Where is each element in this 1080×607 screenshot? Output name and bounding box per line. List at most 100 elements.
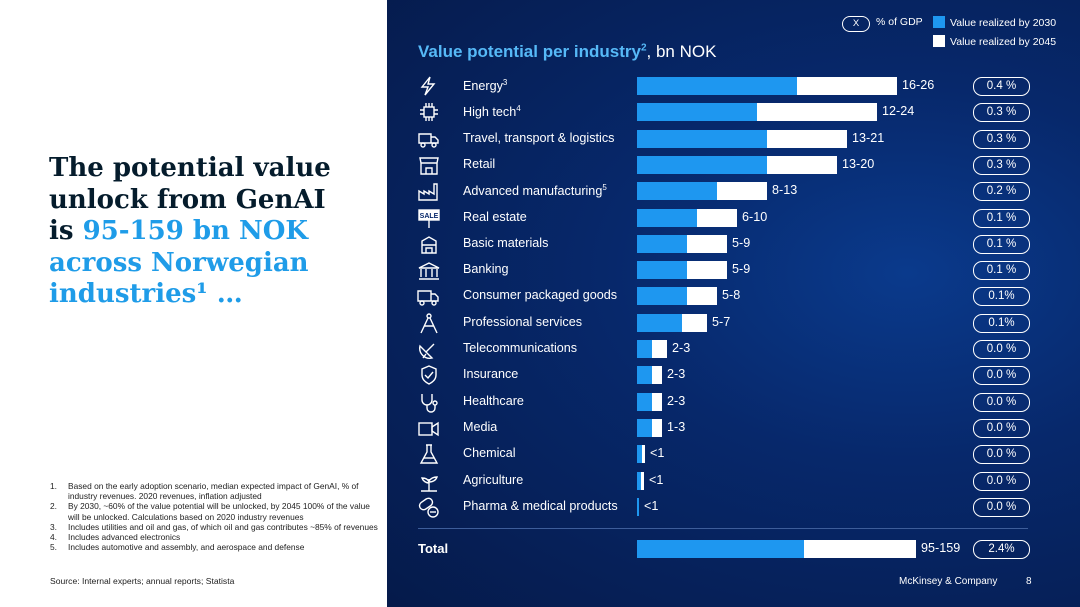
range-label: 2-3 (667, 393, 686, 408)
svg-text:SALE: SALE (420, 213, 439, 220)
page-number: 8 (1026, 576, 1032, 587)
footnote-number: 1. (50, 481, 57, 491)
footnote-text: Includes advanced electronics (68, 532, 181, 543)
range-label: <1 (644, 498, 659, 513)
bar-2030 (637, 103, 757, 122)
category-label: Retail (463, 156, 496, 171)
video-camera-icon (418, 421, 439, 437)
range-label: 8-13 (772, 183, 798, 198)
category-label: Basic materials (463, 235, 549, 250)
range-label: 5-8 (722, 288, 741, 303)
headline-text: The potential value unlock from GenAI is (49, 153, 331, 246)
factory-icon (418, 183, 438, 201)
bar-2030 (637, 155, 767, 174)
flask-icon (419, 444, 439, 464)
bar-2030 (637, 287, 687, 306)
bar-2030 (637, 445, 642, 464)
footnote-text: By 2030, ~60% of the value potential wil… (68, 501, 370, 522)
bar-2030 (637, 392, 652, 411)
category-label: Pharma & medical products (463, 498, 618, 513)
footnote-number: 4. (50, 532, 57, 543)
bar-2030 (637, 340, 652, 358)
bank-icon (418, 262, 440, 280)
footnote-number: 2. (50, 501, 57, 512)
gdp-share-badge: 0.1 % (973, 208, 1030, 228)
gdp-share-badge: 0.0 % (973, 340, 1030, 359)
gdp-share-badge: 0.2 % (973, 182, 1030, 202)
gdp-share-badge: 0.3 % (973, 155, 1030, 175)
chart-title-unit: , bn NOK (646, 42, 717, 61)
gdp-share-badge: 2.4% (973, 540, 1030, 559)
legend-item-2045: Value realized by 2045 (933, 35, 1056, 48)
category-label: Chemical (463, 446, 516, 461)
category-label: Travel, transport & logistics (463, 130, 615, 145)
left-panel: The potential value unlock from GenAI is… (0, 0, 387, 607)
gdp-share-badge: 0.1 % (973, 234, 1030, 254)
bar-2030 (637, 497, 639, 516)
gdp-share-badge: 0.1% (973, 287, 1030, 307)
gdp-share-badge: 0.3 % (973, 129, 1030, 149)
gdp-marker: X (842, 16, 870, 32)
truck-icon (418, 132, 439, 148)
footnote: 2. By 2030, ~60% of the value potential w… (50, 501, 380, 521)
range-label: 2-3 (667, 367, 686, 382)
range-label: <1 (649, 472, 664, 487)
footer-company: McKinsey & Company (899, 576, 998, 587)
headline-highlight: 95-159 bn NOK across Norwegian industrie… (49, 216, 309, 309)
gdp-share-badge: 0.0 % (973, 366, 1030, 386)
insurance-icon (421, 365, 437, 386)
category-label: High tech4 (463, 104, 521, 120)
legend-label-2030: Value realized by 2030 (950, 17, 1057, 29)
gdp-share-badge: 0.1% (973, 313, 1030, 333)
range-label: 5-9 (732, 235, 751, 250)
source-note: Source: Internal experts; annual reports… (50, 576, 235, 586)
bar-2030 (637, 129, 767, 148)
gdp-share-badge: 0.1 % (973, 261, 1030, 281)
chart-title-main: Value potential per industry2 (418, 42, 647, 61)
legend-label-2045: Value realized by 2045 (950, 36, 1057, 48)
category-label: Media (463, 419, 498, 434)
bar-2030 (637, 366, 652, 385)
bar-2030 (637, 77, 797, 95)
pills-icon (418, 497, 439, 518)
category-label: Consumer packaged goods (463, 288, 618, 303)
gdp-share-badge: 0.0 % (973, 471, 1030, 491)
range-label: 2-3 (672, 341, 691, 355)
gdp-share-badge: 0.0 % (973, 497, 1030, 517)
bar-2030 (637, 313, 682, 332)
lightning-icon (420, 76, 436, 96)
range-label: 1-3 (667, 419, 686, 434)
chart-panel: X % of GDP Value realized by 2030 Value … (387, 0, 1080, 607)
range-label: 13-21 (852, 130, 885, 145)
bar-2030 (637, 208, 697, 227)
headline: The potential value unlock from GenAI is… (49, 153, 349, 311)
footnotes: 1. Based on the early adoption scenario, … (50, 481, 380, 552)
total-divider (418, 528, 1028, 529)
category-label: Energy3 (463, 78, 508, 94)
legend-swatch-2045 (933, 35, 945, 47)
footnote: 3. Includes utilities and oil and gas, of… (50, 522, 380, 532)
footnote-text: Based on the early adoption scenario, me… (68, 481, 359, 502)
bar-2030 (637, 234, 687, 253)
satellite-dish-icon (419, 343, 435, 359)
compass-icon (420, 312, 438, 333)
category-label: Insurance (463, 367, 519, 382)
category-label: Banking (463, 262, 509, 277)
total-label: Total (418, 541, 449, 556)
gdp-share-badge: 0.0 % (973, 418, 1030, 438)
footnote-text: Includes utilities and oil and gas, of w… (68, 521, 378, 532)
chart-title: Value potential per industry2, bn NOK (418, 42, 716, 62)
footnote: 5. Includes automotive and assembly, and … (50, 542, 380, 552)
category-label: Professional services (463, 314, 582, 329)
category-label: Healthcare (463, 393, 524, 408)
bar-2030 (637, 182, 717, 201)
gdp-share-badge: 0.3 % (973, 103, 1030, 123)
footnote-number: 3. (50, 521, 57, 532)
category-label: Agriculture (463, 472, 524, 487)
delivery-van-icon (417, 290, 439, 307)
footnote-text: Includes automotive and assembly, and ae… (68, 542, 305, 553)
legend-gdp-label: % of GDP (876, 16, 923, 28)
range-label: 16-26 (902, 78, 935, 92)
materials-icon (421, 235, 437, 254)
sale-sign-icon: SALE (418, 208, 440, 228)
